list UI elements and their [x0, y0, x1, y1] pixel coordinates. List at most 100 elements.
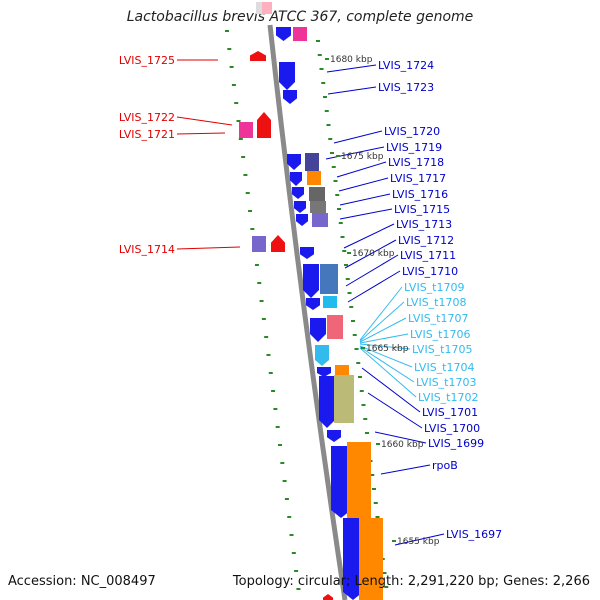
- gene-label-right: LVIS_1723: [378, 81, 434, 94]
- label-leader: [367, 392, 423, 429]
- track-dot: [271, 390, 276, 392]
- label-leader: [359, 343, 411, 350]
- gene-lvis-1713b: [296, 214, 308, 226]
- gene-label-right: LVIS_t1702: [418, 391, 478, 404]
- gene-lvis-1716: [292, 187, 304, 199]
- feature-layer: [239, 2, 383, 600]
- gene-lvis-1697: [343, 518, 363, 600]
- label-leader: [359, 346, 415, 383]
- gene-lvis-1704: [317, 367, 331, 377]
- track-dot: [365, 432, 369, 434]
- track-dot: [284, 498, 289, 500]
- label-leader: [359, 286, 403, 341]
- label-leader: [359, 347, 417, 398]
- gene-lvis-1714: [252, 236, 266, 252]
- gene-label-right: LVIS_1699: [428, 437, 484, 450]
- track-dot: [354, 348, 359, 350]
- track-dot: [326, 124, 331, 126]
- gene-label-right: LVIS_1713: [396, 218, 452, 231]
- gene-label-right: LVIS_t1704: [414, 361, 474, 374]
- track-dot: [241, 156, 246, 158]
- gene-label-right: LVIS_1716: [392, 188, 448, 201]
- track-dot: [287, 516, 292, 518]
- kbp-tick-label: 1680 kbp: [330, 55, 373, 65]
- gene-lvis-1713a: [310, 201, 326, 213]
- track-dot: [384, 586, 389, 588]
- track-dot: [248, 210, 253, 212]
- track-dot: [333, 180, 338, 182]
- track-dot: [229, 66, 234, 68]
- track-dot: [342, 250, 347, 252]
- gene-label-right: LVIS_1724: [378, 59, 434, 72]
- track-dot: [358, 376, 362, 378]
- label-leader: [339, 193, 391, 206]
- gene-label-right: LVIS_1700: [424, 422, 480, 435]
- gene-fragment: [262, 2, 272, 14]
- track-dot: [266, 354, 271, 356]
- track-dot: [347, 292, 352, 294]
- track-dot: [282, 480, 287, 482]
- track-dot: [291, 552, 296, 554]
- gene-label-right: LVIS_t1708: [406, 296, 466, 309]
- track-dot: [319, 68, 324, 70]
- track-dot: [324, 110, 329, 112]
- track-dot: [328, 138, 333, 140]
- label-leader: [336, 161, 387, 178]
- track-dot: [359, 390, 364, 392]
- gene-lvis-1710: [320, 264, 338, 294]
- track-dot: [335, 194, 340, 196]
- track-dot: [261, 318, 266, 320]
- kbp-tick-label: 1665 kbp: [366, 344, 409, 354]
- track-dot: [316, 40, 320, 42]
- gene-lvis-1714b: [271, 235, 285, 252]
- gene-lvis-1700: [334, 375, 354, 423]
- gene-lvis-1724: [279, 62, 295, 90]
- label-leader: [325, 146, 385, 160]
- gene-lvis-1717: [307, 171, 321, 185]
- kbp-tick: 1665 kbp: [361, 344, 409, 354]
- gene-label-left: LVIS_1721: [119, 128, 175, 141]
- label-leader: [339, 208, 393, 220]
- track-dot: [277, 444, 282, 446]
- label-leaders: [176, 59, 445, 546]
- kbp-tick-label: 1670 kbp: [352, 249, 395, 259]
- track-dot: [227, 48, 232, 50]
- gene-label-right: LVIS_1718: [388, 156, 444, 169]
- track-dot: [351, 320, 355, 322]
- track-dot: [382, 572, 387, 574]
- gene-lvis-1709: [306, 298, 320, 310]
- genome-backbone: [267, 24, 348, 600]
- label-leader: [394, 533, 445, 546]
- track-dot: [250, 228, 255, 230]
- outer-tick-track: [225, 30, 301, 590]
- gene-label-right: LVIS_1715: [394, 203, 450, 216]
- label-leader: [380, 464, 431, 475]
- track-dot: [289, 534, 294, 536]
- track-dot: [231, 84, 236, 86]
- track-dot: [372, 488, 376, 490]
- gene-lvis-1701: [319, 376, 335, 428]
- gene-label-right: LVIS_t1709: [404, 281, 464, 294]
- kbp-tick: 1660 kbp: [376, 440, 424, 450]
- label-leader: [343, 223, 395, 249]
- gene-lvis-1719: [305, 153, 319, 171]
- label-leader: [333, 130, 383, 144]
- gene-t1706: [327, 315, 343, 339]
- gene-rpoB: [331, 446, 351, 518]
- track-dot: [349, 306, 354, 308]
- gene-label-right: LVIS_1697: [446, 528, 502, 541]
- gene-lvis-1699: [327, 430, 341, 442]
- gene-lvis-1721: [257, 112, 271, 138]
- accession-text: Accession: NC_008497: [8, 574, 156, 589]
- track-dot: [344, 264, 348, 266]
- gene-label-right: rpoB: [432, 459, 458, 472]
- gene-label-right: LVIS_1717: [390, 172, 446, 185]
- gene-cds-arrow: [276, 27, 291, 41]
- label-leader: [345, 254, 399, 287]
- gene-label-left: LVIS_1722: [119, 111, 175, 124]
- track-dot: [264, 336, 269, 338]
- gene-lvis-1706: [310, 318, 326, 342]
- gene-label-right: LVIS_t1703: [416, 376, 476, 389]
- track-dot: [337, 208, 341, 210]
- gene-label-right: LVIS_1720: [384, 125, 440, 138]
